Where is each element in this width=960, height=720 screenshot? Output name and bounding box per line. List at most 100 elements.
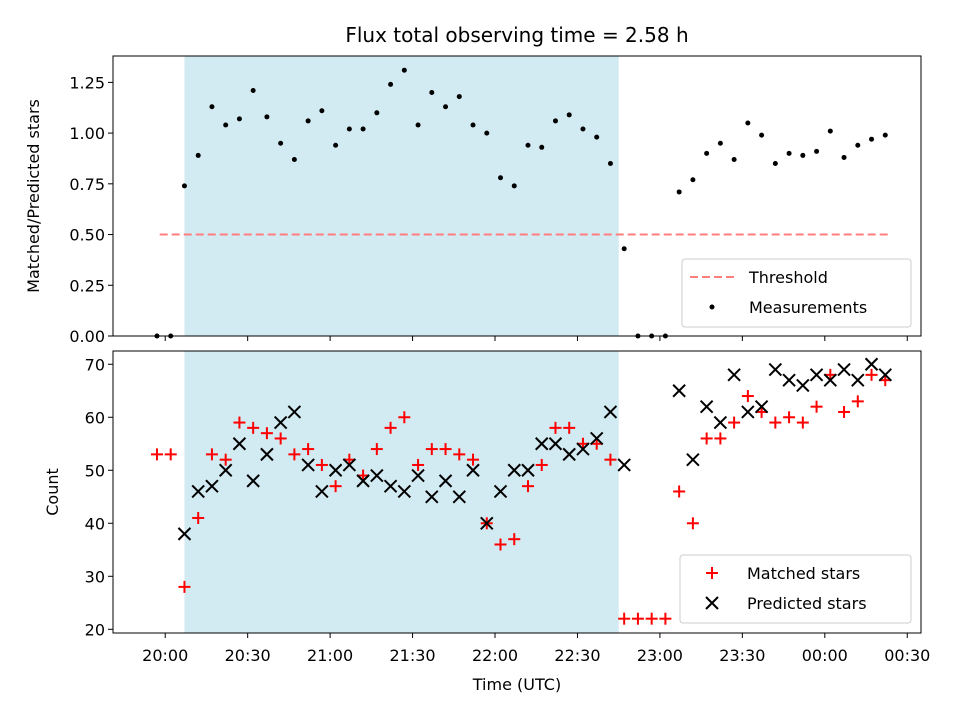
bottom-y-axis-label: Count — [43, 468, 62, 516]
x-tick-label: 00:30 — [884, 646, 930, 665]
bottom-y-tick-label: 40 — [85, 514, 105, 533]
measurement-point — [704, 150, 710, 156]
predicted-star-marker-b — [466, 463, 480, 477]
matched-star-marker — [178, 580, 191, 593]
predicted-star-marker-b — [273, 415, 288, 430]
predicted-star-marker — [370, 468, 384, 483]
predicted-star-marker-b — [342, 458, 357, 472]
top-x-ticks — [164, 336, 908, 341]
matched-star-marker — [192, 511, 205, 524]
matched-star-marker — [618, 612, 631, 625]
predicted-star-marker — [301, 458, 315, 472]
predicted-star-marker — [727, 368, 741, 382]
measurement-point — [745, 120, 751, 126]
matched-star-marker — [563, 421, 576, 434]
matched-star-marker — [233, 416, 246, 429]
measurement-point — [388, 81, 394, 87]
matched-star-marker — [659, 612, 672, 625]
predicted-star-marker — [768, 362, 783, 377]
predicted-star-marker-b — [191, 484, 205, 499]
predicted-star-marker — [356, 474, 370, 488]
top-plot-frame — [112, 55, 922, 337]
predicted-star-marker-b — [315, 484, 329, 499]
matched-star-marker — [412, 458, 425, 471]
predicted-star-marker-b — [260, 447, 274, 462]
predicted-star-marker — [411, 468, 425, 483]
predicted-star-marker — [851, 373, 865, 387]
predicted-star-marker-b — [370, 468, 384, 483]
matched-star-marker — [728, 416, 741, 429]
measurement-point — [717, 140, 723, 146]
measurement-point — [841, 154, 847, 160]
chart-title: Flux total observing time = 2.58 h — [345, 23, 688, 47]
measurement-point — [759, 132, 765, 138]
matched-star-marker — [796, 416, 809, 429]
matched-star-marker — [288, 448, 301, 461]
matched-star-marker — [686, 517, 699, 530]
predicted-star-marker-b — [356, 474, 370, 488]
predicted-star-marker — [273, 415, 288, 430]
predicted-star-marker — [397, 484, 412, 499]
predicted-star-marker-b — [672, 384, 686, 398]
top-y-ticks: 0.00 0.25 0.50 0.75 1.00 1.25 — [69, 73, 113, 346]
predicted-star-marker-b — [699, 399, 714, 414]
predicted-star-marker-b — [301, 458, 315, 472]
predicted-star-marker — [260, 447, 274, 462]
x-tick-label: 21:00 — [307, 646, 353, 665]
predicted-star-marker-b — [411, 468, 425, 483]
predicted-star-marker — [535, 437, 549, 451]
top-observing-window — [184, 56, 619, 336]
predicted-star-marker-b — [452, 490, 466, 504]
matched-star-marker — [260, 427, 273, 440]
matched-star-marker — [150, 448, 163, 461]
matched-star-marker — [769, 416, 782, 429]
x-tick-label: 22:00 — [472, 646, 518, 665]
measurement-point — [800, 152, 806, 158]
legend-matched-swatch — [706, 567, 718, 579]
matched-star-marker — [467, 453, 480, 466]
predicted-star-marker-b — [589, 431, 604, 446]
predicted-star-marker-b — [713, 415, 728, 430]
measurement-point — [181, 183, 187, 189]
measurement-point — [470, 122, 476, 128]
predicted-star-marker-b — [851, 373, 865, 387]
predicted-star-marker — [466, 463, 480, 477]
measurement-point — [566, 112, 572, 118]
legend-measurements-swatch — [709, 304, 715, 310]
matched-star-marker — [783, 411, 796, 424]
bottom-y-ticks: 20 30 40 50 60 70 — [85, 355, 113, 639]
x-tick-label: 21:30 — [390, 646, 436, 665]
predicted-star-marker — [246, 474, 260, 488]
predicted-star-marker — [452, 490, 466, 504]
predicted-star-marker — [438, 474, 453, 488]
predicted-star-marker — [672, 384, 686, 398]
matched-star-marker — [673, 485, 686, 498]
measurement-point — [346, 126, 352, 132]
bottom-y-tick-label: 20 — [85, 620, 105, 639]
predicted-star-marker-b — [741, 405, 755, 419]
bottom-y-tick-label: 50 — [85, 461, 105, 480]
matched-star-marker — [851, 395, 864, 408]
predicted-star-marker-b — [796, 378, 810, 393]
matched-star-marker — [205, 448, 218, 461]
predicted-star-marker — [480, 516, 494, 530]
x-axis-label: Time (UTC) — [472, 675, 561, 694]
measurement-point — [621, 246, 627, 252]
measurement-point — [786, 150, 792, 156]
measurement-point — [690, 177, 696, 183]
measurement-point — [814, 148, 820, 154]
x-tick-label: 00:00 — [802, 646, 848, 665]
predicted-star-markers — [177, 357, 892, 541]
x-tick-label: 20:30 — [225, 646, 271, 665]
bottom-y-tick-label: 60 — [85, 408, 105, 427]
top-y-tick-label: 0.75 — [69, 175, 105, 194]
predicted-star-marker — [796, 378, 810, 393]
predicted-star-marker — [878, 368, 892, 382]
predicted-star-marker-b — [823, 373, 838, 387]
top-y-tick-label: 0.25 — [69, 276, 105, 295]
predicted-star-marker — [713, 415, 728, 430]
measurement-point — [607, 161, 613, 167]
matched-star-marker — [370, 443, 383, 456]
predicted-star-marker — [205, 479, 219, 493]
predicted-star-marker-b — [535, 437, 549, 451]
